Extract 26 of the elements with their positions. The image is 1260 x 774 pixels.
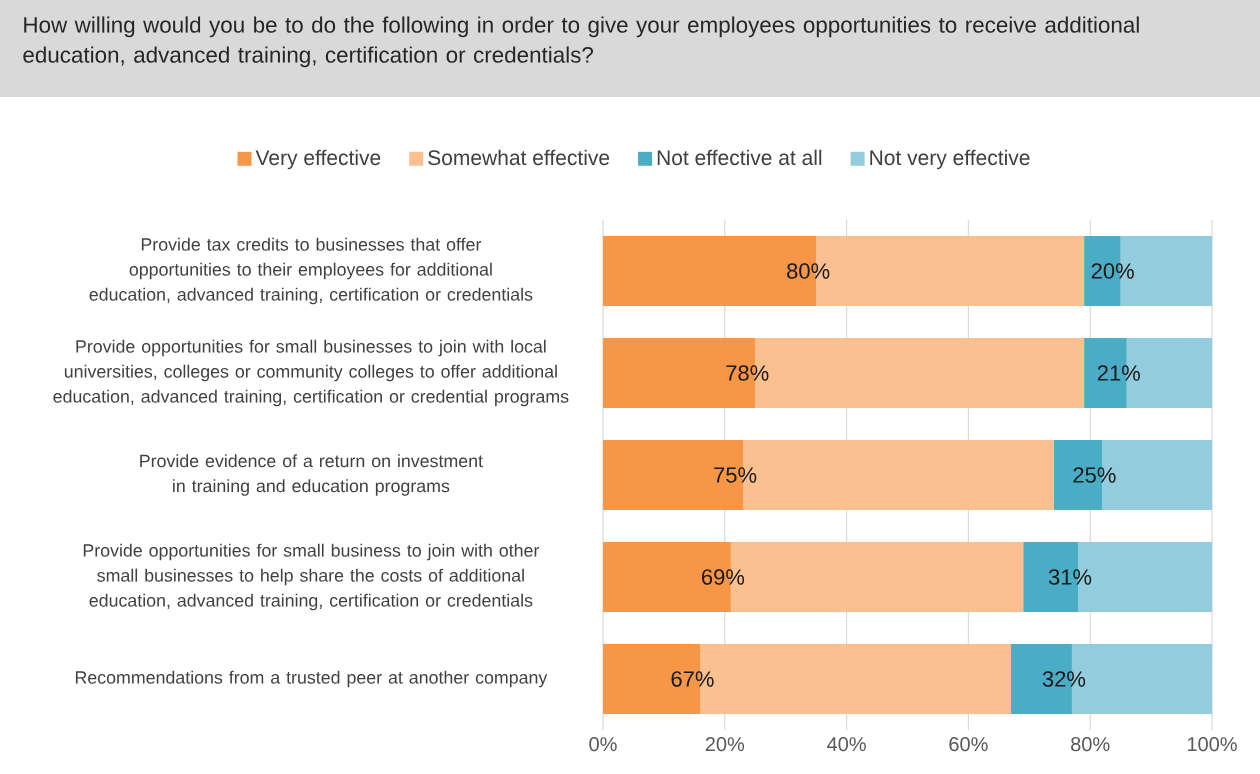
annotation: 67% <box>671 671 714 687</box>
annotation: 25% <box>1073 467 1116 483</box>
x-tick-label: 60% <box>949 737 988 752</box>
chart-title: How willing would you be to do the following in order to give your employees opportunities to receive additional education, advanced training, certification or credentials? <box>23 16 1139 68</box>
legend-label: Very effective <box>255 149 381 170</box>
annotation: 69% <box>702 569 745 585</box>
y-tick-label: Recommendations from a trusted peer at another company <box>75 670 548 688</box>
legend-label: Not effective at all <box>657 149 822 166</box>
y-tick-label: Provide opportunities for small business to join with other small businesses to help share the costs of additional education, advanced training, certification or credentials <box>83 543 540 611</box>
annotation: 75% <box>714 467 757 483</box>
y-tick-label: Provide evidence of a return on investment in training and education programs <box>140 454 483 496</box>
legend-label: Somewhat effective <box>428 149 610 166</box>
x-tick-label: 80% <box>1071 737 1110 752</box>
annotation: 31% <box>1048 569 1092 585</box>
y-tick-label: Provide tax credits to businesses that offer opportunities to their employees for additional education, advanced training, certification or credentials <box>89 237 533 305</box>
x-tick-label: 100% <box>1187 737 1237 752</box>
x-tick-label: 40% <box>827 737 866 752</box>
annotation: 80% <box>787 263 830 279</box>
annotation: 32% <box>1042 671 1086 687</box>
annotation: 78% <box>726 365 769 381</box>
x-tick-label: 20% <box>705 737 745 752</box>
annotation: 21% <box>1097 365 1140 381</box>
y-tick-label: Provide opportunities for small businesses to join with local universities, colleges or community colleges to offer additional education, advanced training, certification or credential programs <box>53 339 569 407</box>
legend-label: Not very effective <box>870 149 1030 170</box>
annotation: 20% <box>1091 263 1134 279</box>
x-tick-label: 0% <box>589 737 617 752</box>
